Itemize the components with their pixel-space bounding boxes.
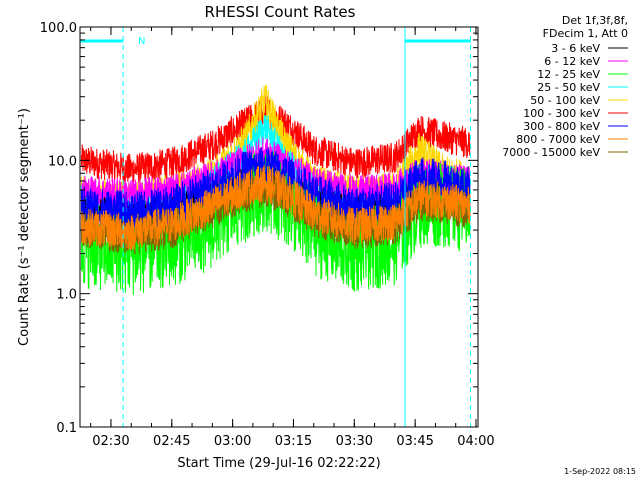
legend-label: 300 - 800 keV bbox=[523, 120, 600, 133]
legend-label: 3 - 6 keV bbox=[551, 42, 600, 55]
x-tick-label: 02:45 bbox=[153, 434, 190, 449]
x-tick-label: 03:00 bbox=[214, 434, 251, 449]
y-axis-label: Count Rate (s⁻¹ detector segment⁻¹) bbox=[17, 108, 32, 346]
legend-header-1: Det 1f,3f,8f, bbox=[562, 14, 628, 27]
footer-timestamp: 1-Sep-2022 08:15 bbox=[564, 467, 636, 476]
legend-label: 7000 - 15000 keV bbox=[502, 146, 600, 159]
legend-header-2: FDecim 1, Att 0 bbox=[543, 27, 628, 40]
chart-title: RHESSI Count Rates bbox=[205, 3, 356, 21]
series-layer bbox=[80, 84, 471, 296]
y-tick-label: 0.1 bbox=[56, 421, 77, 436]
y-tick-label: 10.0 bbox=[48, 154, 77, 169]
legend-label: 50 - 100 keV bbox=[530, 94, 600, 107]
x-axis: 02:30 02:45 03:00 03:15 03:30 03:45 04:00 bbox=[90, 27, 495, 449]
legend-label: 800 - 7000 keV bbox=[516, 133, 600, 146]
x-tick-label: 03:30 bbox=[336, 434, 373, 449]
y-tick-label: 1.0 bbox=[56, 288, 77, 303]
legend-label: 6 - 12 keV bbox=[544, 55, 600, 68]
x-tick-label: 03:15 bbox=[275, 434, 312, 449]
legend-label: 25 - 50 keV bbox=[537, 81, 600, 94]
plot-frame bbox=[79, 26, 479, 428]
x-tick-label: 03:45 bbox=[396, 434, 433, 449]
y-tick-label: 100.0 bbox=[40, 21, 77, 36]
legend-label: 100 - 300 keV bbox=[523, 107, 600, 120]
x-tick-label: 04:00 bbox=[457, 434, 494, 449]
x-axis-label: Start Time (29-Jul-16 02:22:22) bbox=[177, 456, 380, 471]
legend-label: 12 - 25 keV bbox=[537, 68, 600, 81]
annotation-n: N bbox=[138, 36, 145, 47]
x-tick-label: 02:30 bbox=[92, 434, 129, 449]
y-axis: 0.1 1.0 10.0 100.0 bbox=[40, 21, 478, 436]
